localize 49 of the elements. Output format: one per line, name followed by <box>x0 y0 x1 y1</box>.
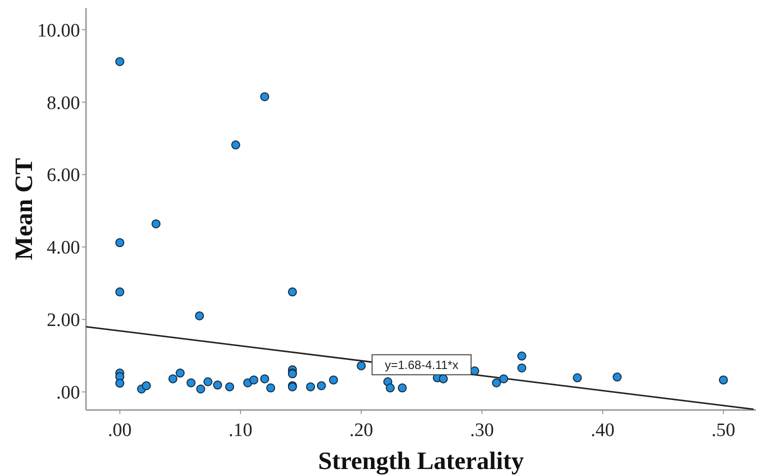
point <box>260 92 270 102</box>
x-tick-label: .50 <box>712 420 736 441</box>
point <box>316 381 326 390</box>
point <box>328 375 338 384</box>
point <box>186 378 196 388</box>
y-tick-label: 8.00 <box>46 92 80 114</box>
annotation: y=1.68-4.11*x <box>384 358 458 372</box>
point <box>517 363 526 372</box>
point <box>499 374 508 384</box>
point <box>398 383 407 392</box>
point <box>492 378 501 388</box>
y-tick-label: 10.00 <box>37 20 80 42</box>
point <box>225 382 234 392</box>
y-axis-title: Mean CT <box>11 158 38 260</box>
point <box>115 57 124 66</box>
point <box>213 380 222 390</box>
x-tick-label: .00 <box>108 420 132 441</box>
point <box>718 375 728 384</box>
x-tick-label: .30 <box>470 420 494 441</box>
point <box>438 374 448 384</box>
point <box>168 374 178 384</box>
point <box>194 311 204 320</box>
x-axis-title: Strength Laterality <box>318 448 524 475</box>
point <box>176 368 185 378</box>
y-tick-label: .00 <box>56 382 80 404</box>
point <box>115 378 124 388</box>
point <box>203 377 212 386</box>
point <box>249 375 258 384</box>
y-tick-label: 2.00 <box>46 310 80 332</box>
x-tick-label: .20 <box>349 420 374 441</box>
point <box>306 382 316 392</box>
point <box>115 238 124 248</box>
point <box>260 374 270 384</box>
point <box>142 381 151 390</box>
point <box>266 383 276 392</box>
point <box>231 140 240 150</box>
point <box>517 352 526 361</box>
point <box>152 219 161 228</box>
x-tick-label: .10 <box>228 420 252 441</box>
point <box>356 361 366 370</box>
point <box>115 287 124 296</box>
y-tick-label: 4.00 <box>46 238 80 259</box>
point <box>288 287 297 296</box>
point <box>196 384 206 394</box>
point <box>572 373 582 382</box>
point <box>612 372 622 382</box>
x-tick-label: .40 <box>590 420 615 441</box>
point <box>386 383 395 392</box>
y-tick-label: 6.00 <box>46 165 80 186</box>
